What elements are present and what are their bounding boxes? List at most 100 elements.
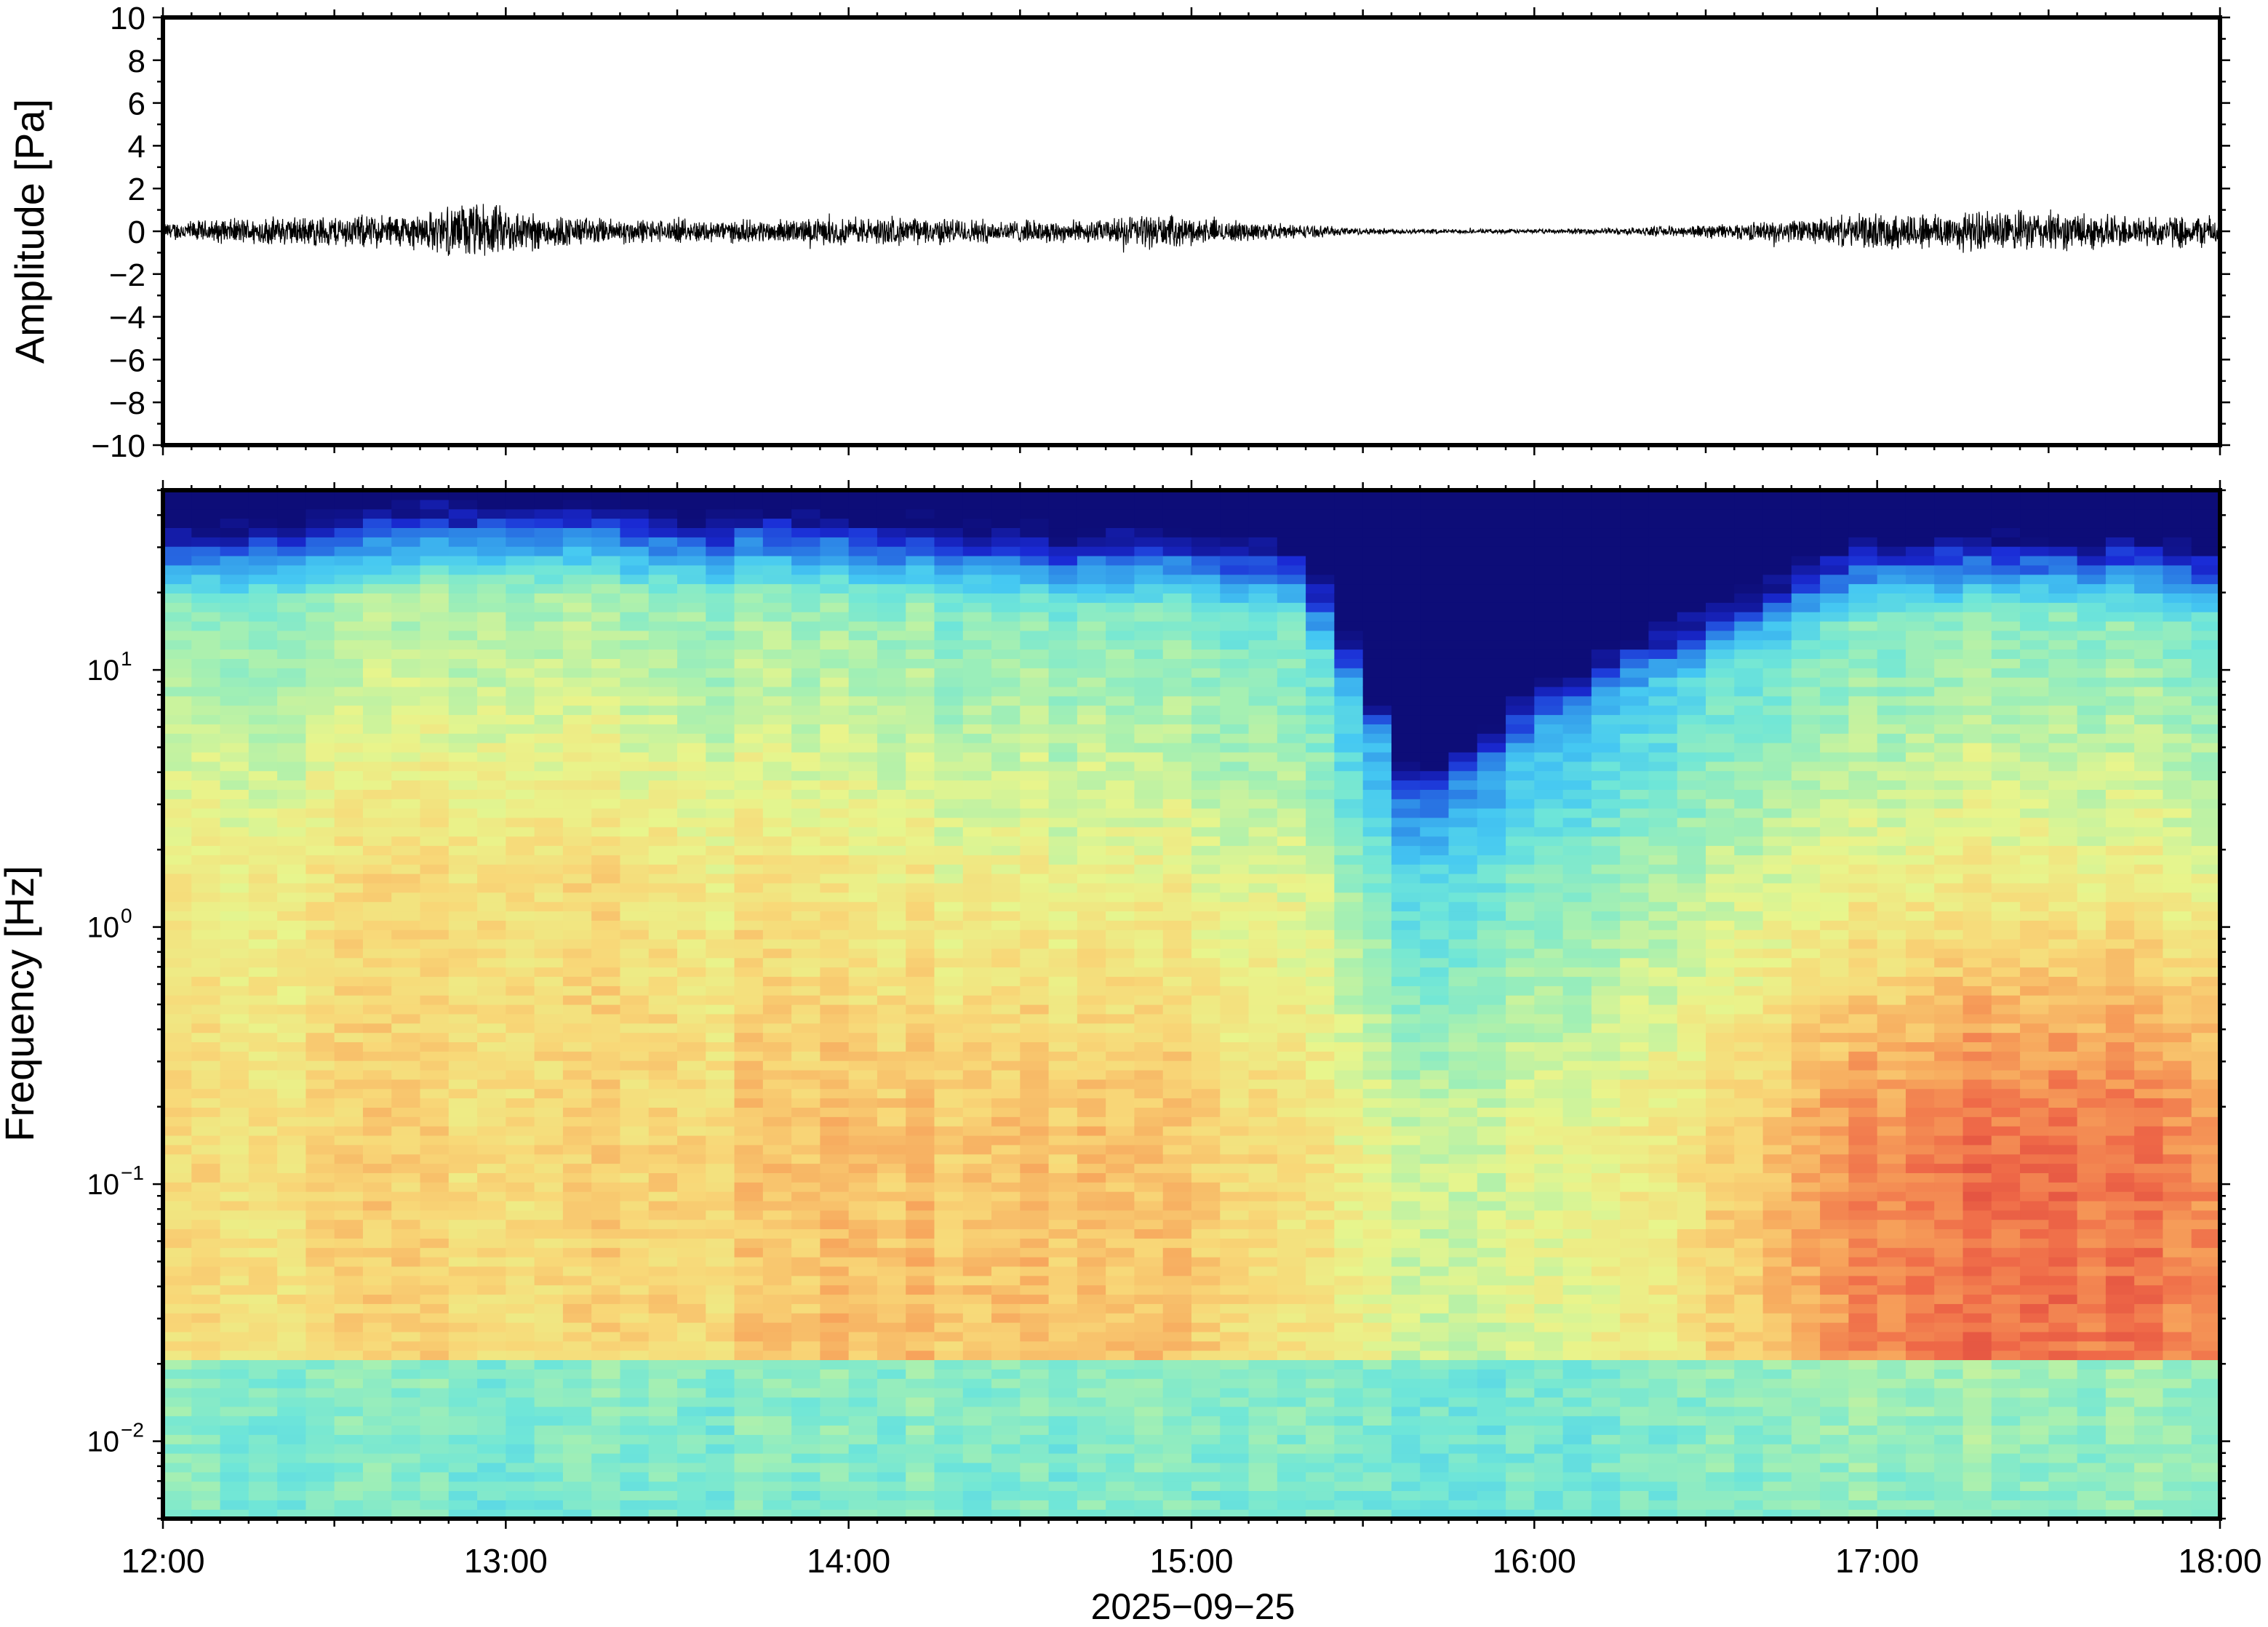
spectrogram-cell (334, 724, 364, 734)
spectrogram-cell (562, 911, 592, 921)
spectrogram-cell (1391, 499, 1421, 510)
spectrogram-cell (220, 1257, 249, 1267)
spectrogram-cell (762, 1098, 792, 1108)
spectrogram-cell (1191, 1069, 1221, 1080)
spectrogram-cell (334, 612, 364, 622)
spectrogram-cell (762, 583, 792, 593)
spectrogram-cell (1134, 724, 1164, 734)
spectrogram-cell (448, 1060, 478, 1071)
spectrogram-cell (991, 705, 1021, 716)
spectrogram-cell (991, 1060, 1021, 1071)
spectrogram-cell (591, 864, 621, 874)
spectrogram-cell (1391, 686, 1421, 697)
spectrogram-cell (562, 1191, 592, 1202)
spectrogram-cell (1362, 1069, 1392, 1080)
spectrogram-cell (934, 518, 964, 529)
spectrogram-cell (163, 845, 192, 855)
spectrogram-cell (848, 874, 878, 884)
spectrogram-cell (648, 1069, 678, 1080)
spectrogram-cell (677, 1359, 706, 1370)
spectrogram-cell (277, 761, 306, 772)
spectrogram-cell (477, 1163, 506, 1173)
spectrogram-cell (562, 583, 592, 593)
spectrogram-cell (1448, 1284, 1478, 1295)
spectrogram-cell (791, 1135, 820, 1146)
spectrogram-cell (677, 1051, 706, 1061)
spectrogram-cell (220, 1210, 249, 1220)
spectrogram-cell (620, 1284, 650, 1295)
spectrogram-cell (1420, 1004, 1450, 1015)
spectrogram-cell (1134, 1032, 1164, 1043)
spectrogram-cell (620, 1004, 650, 1015)
spectrogram-cell (1106, 658, 1135, 668)
spectrogram-cell (591, 911, 621, 921)
spectrogram-cell (877, 1481, 906, 1492)
spectrogram-cell (562, 1182, 592, 1192)
spectrogram-cell (620, 630, 650, 641)
spectrogram-cell (991, 1069, 1021, 1080)
spectrogram-cell (477, 845, 506, 855)
spectrogram-cell (1134, 1210, 1164, 1220)
spectrogram-cell (820, 1163, 850, 1173)
spectrogram-cell (1220, 743, 1250, 753)
spectrogram-cell (277, 686, 306, 697)
spectrogram-cell (191, 1023, 221, 1034)
spectrogram-cell (1248, 855, 1278, 865)
spectrogram-cell (620, 986, 650, 996)
spectrogram-cell (191, 930, 221, 940)
spectrogram-cell (1248, 892, 1278, 903)
spectrogram-cell (1420, 1079, 1450, 1090)
spectrogram-cell (1134, 1396, 1164, 1407)
spectrogram-cell (962, 686, 992, 697)
spectrogram-cell (1362, 1350, 1392, 1361)
spectrogram-cell (734, 864, 764, 874)
spectrogram-cell (1248, 1051, 1278, 1061)
spectrogram-cell (1334, 799, 1364, 809)
spectrogram-cell (706, 1453, 735, 1463)
spectrogram-cell (677, 826, 706, 837)
spectrogram-cell (934, 490, 964, 500)
spectrogram-cell (762, 490, 792, 500)
spectrogram-cell (591, 1350, 621, 1361)
spectrogram-cell (334, 1490, 364, 1500)
spectrogram-cell (1191, 714, 1221, 724)
spectrogram-cell (1220, 1060, 1250, 1071)
spectrogram-cell (877, 677, 906, 687)
spectrogram-cell (220, 770, 249, 781)
spectrogram-cell (620, 1396, 650, 1407)
spectrogram-cell (1306, 1163, 1335, 1173)
spectrogram-cell (1391, 845, 1421, 855)
spectrogram-cell (1277, 1350, 1306, 1361)
spectrogram-cell (906, 855, 935, 865)
spectrogram-cell (877, 1004, 906, 1015)
spectrogram-cell (734, 1116, 764, 1127)
spectrogram-cell (934, 826, 964, 837)
spectrogram-cell (848, 714, 878, 724)
spectrogram-cell (1277, 1388, 1306, 1398)
spectrogram-cell (734, 1228, 764, 1239)
spectrogram-cell (1277, 1172, 1306, 1183)
spectrogram-cell (1077, 602, 1106, 612)
spectrogram-cell (1191, 1369, 1221, 1379)
spectrogram-cell (448, 1023, 478, 1034)
spectrogram-cell (477, 1350, 506, 1361)
spectrogram-cell (1220, 1322, 1250, 1332)
spectrogram-cell (306, 1042, 335, 1052)
spectrogram-cell (1191, 1359, 1221, 1370)
spectrogram-cell (906, 602, 935, 612)
spectrogram-cell (1077, 695, 1106, 706)
spectrogram-cell (534, 986, 564, 996)
spectrogram-cell (934, 1471, 964, 1482)
spectrogram-cell (791, 612, 820, 622)
spectrogram-cell (163, 1481, 192, 1492)
spectrogram-cell (1220, 612, 1250, 622)
spectrogram-cell (562, 882, 592, 893)
spectrogram-cell (220, 1023, 249, 1034)
spectrogram-cell (734, 1247, 764, 1258)
spectrogram-cell (1020, 1471, 1050, 1482)
spectrogram-cell (391, 892, 421, 903)
spectrogram-cell (448, 1509, 478, 1519)
spectrogram-cell (248, 780, 278, 790)
spectrogram-cell (1162, 527, 1192, 537)
spectrogram-cell (677, 743, 706, 753)
